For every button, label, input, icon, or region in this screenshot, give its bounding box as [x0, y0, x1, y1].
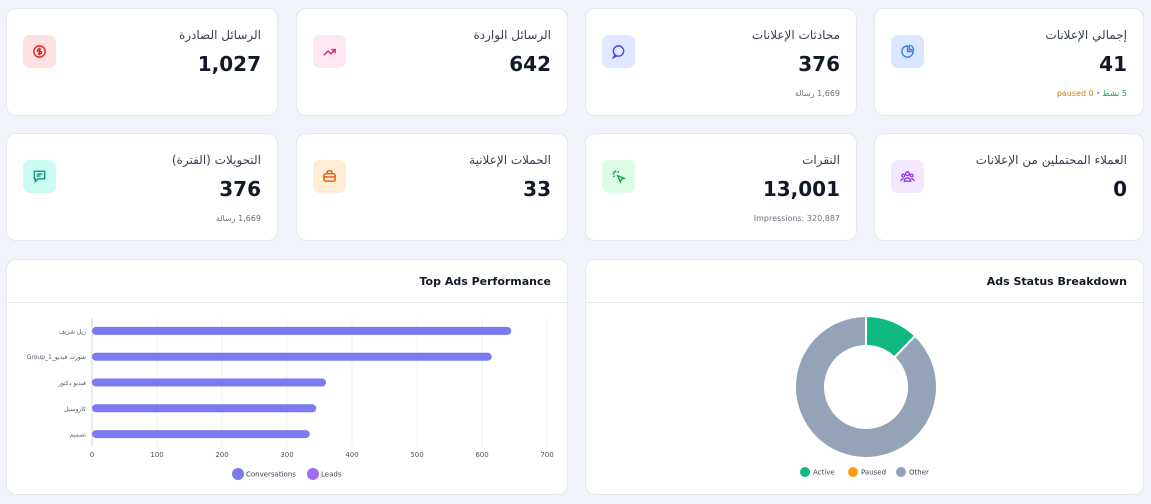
stat-title: الحملات الإعلانية — [469, 153, 551, 167]
x-tick-label: 100 — [150, 451, 163, 459]
stat-card-clicks: النقرات 13,001 Impressions: 320,887 — [585, 133, 857, 241]
donut-slice-other[interactable] — [794, 314, 938, 459]
chat-bubble-icon — [602, 35, 635, 68]
legend-swatch — [848, 467, 858, 477]
ads-status-donut-chart: Active Paused Other — [794, 314, 938, 477]
stat-title: الرسائل الصادرة — [178, 28, 261, 42]
panel-title: Ads Status Breakdown — [986, 275, 1127, 288]
pie-chart-icon — [891, 35, 924, 68]
top-ads-bar-chart: 0 100 200 300 400 500 600 700 ريل شريف Group_1_شو… — [27, 318, 554, 480]
stat-title: النقرات — [802, 153, 840, 167]
stat-value: 642 — [509, 52, 551, 76]
stat-title: إجمالي الإعلانات — [1045, 28, 1127, 42]
legend-label: Leads — [321, 471, 342, 479]
stat-value: 13,001 — [762, 177, 840, 201]
x-tick-label: 500 — [410, 451, 423, 459]
y-tick-label: ريل شريف — [59, 328, 86, 335]
stat-card-campaigns: الحملات الإعلانية 33 — [296, 133, 568, 241]
paused-count: paused 0 — [1056, 89, 1094, 98]
legend-swatch — [800, 467, 810, 477]
stat-sub: 5 نشط•paused 0 — [1056, 89, 1127, 98]
active-count: 5 نشط — [1102, 89, 1127, 98]
ads-status-panel: Ads Status Breakdown Active Paused Other — [585, 259, 1144, 495]
stat-value: 0 — [1113, 177, 1127, 201]
message-square-icon — [23, 160, 56, 193]
top-ads-panel: Top Ads Performance 0 100 200 300 400 500 600 7… — [6, 259, 568, 495]
bar-conversations[interactable] — [92, 352, 492, 361]
stat-title: التحويلات (الفترة) — [171, 153, 261, 167]
x-tick-label: 200 — [215, 451, 228, 459]
stat-card-total-ads: إجمالي الإعلانات 41 5 نشط•paused 0 — [874, 8, 1144, 116]
y-tick-label: Group_1_شورت فيديو — [27, 354, 86, 361]
dollar-circle-icon — [23, 35, 56, 68]
legend-swatch — [307, 468, 319, 480]
y-tick-label: فيديو دكتور — [57, 380, 86, 387]
stat-value: 33 — [523, 177, 551, 201]
x-tick-label: 300 — [280, 451, 293, 459]
stat-value: 376 — [798, 52, 840, 76]
panel-title: Top Ads Performance — [419, 275, 551, 288]
stat-sub: 1,669 رسالة — [794, 89, 840, 98]
stat-sub: Impressions: 320,887 — [753, 214, 840, 223]
stat-title: محادثات الإعلانات — [751, 28, 840, 42]
stat-sub: 1,669 رسالة — [215, 214, 261, 223]
y-tick-label: كاروسيل — [64, 406, 86, 413]
trending-up-icon — [313, 35, 346, 68]
bar-conversations[interactable] — [92, 404, 317, 413]
legend-label: Paused — [861, 469, 886, 477]
legend-swatch — [896, 467, 906, 477]
stat-value: 41 — [1099, 52, 1127, 76]
stat-card-leads: العملاء المحتملين من الإعلانات 0 — [874, 133, 1144, 241]
legend-label: Conversations — [246, 471, 296, 479]
stat-card-conversions: التحويلات (الفترة) 376 1,669 رسالة — [6, 133, 278, 241]
bar-conversations[interactable] — [92, 430, 310, 439]
legend-swatch — [232, 468, 244, 480]
x-tick-label: 0 — [90, 451, 94, 459]
briefcase-icon — [313, 160, 346, 193]
x-tick-label: 600 — [475, 451, 488, 459]
legend-label: Other — [909, 469, 929, 477]
stat-card-outgoing-messages: الرسائل الصادرة 1,027 — [6, 8, 278, 116]
stat-card-incoming-messages: الرسائل الواردة 642 — [296, 8, 568, 116]
panel-header: Ads Status Breakdown — [586, 260, 1143, 303]
stat-value: 376 — [219, 177, 261, 201]
bar-conversations[interactable] — [92, 378, 326, 387]
legend-label: Active — [813, 469, 835, 477]
cursor-click-icon — [602, 160, 635, 193]
panel-header: Top Ads Performance — [7, 260, 567, 303]
stat-title: العملاء المحتملين من الإعلانات — [975, 153, 1127, 167]
stat-value: 1,027 — [197, 52, 261, 76]
y-tick-label: تصميم — [70, 432, 86, 439]
users-icon — [891, 160, 924, 193]
x-tick-label: 400 — [345, 451, 358, 459]
stat-card-ad-conversations: محادثات الإعلانات 376 1,669 رسالة — [585, 8, 857, 116]
stat-title: الرسائل الواردة — [473, 28, 551, 42]
bar-conversations[interactable] — [92, 326, 512, 335]
x-tick-label: 700 — [540, 451, 553, 459]
